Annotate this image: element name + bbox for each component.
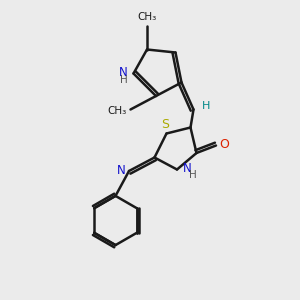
- Text: N: N: [119, 65, 128, 79]
- Text: H: H: [189, 170, 197, 180]
- Text: S: S: [161, 118, 169, 130]
- Text: H: H: [202, 101, 210, 111]
- Text: N: N: [183, 161, 192, 175]
- Text: CH₃: CH₃: [137, 12, 157, 22]
- Text: N: N: [117, 164, 125, 177]
- Text: O: O: [220, 138, 230, 152]
- Text: CH₃: CH₃: [108, 106, 127, 116]
- Text: H: H: [120, 75, 128, 85]
